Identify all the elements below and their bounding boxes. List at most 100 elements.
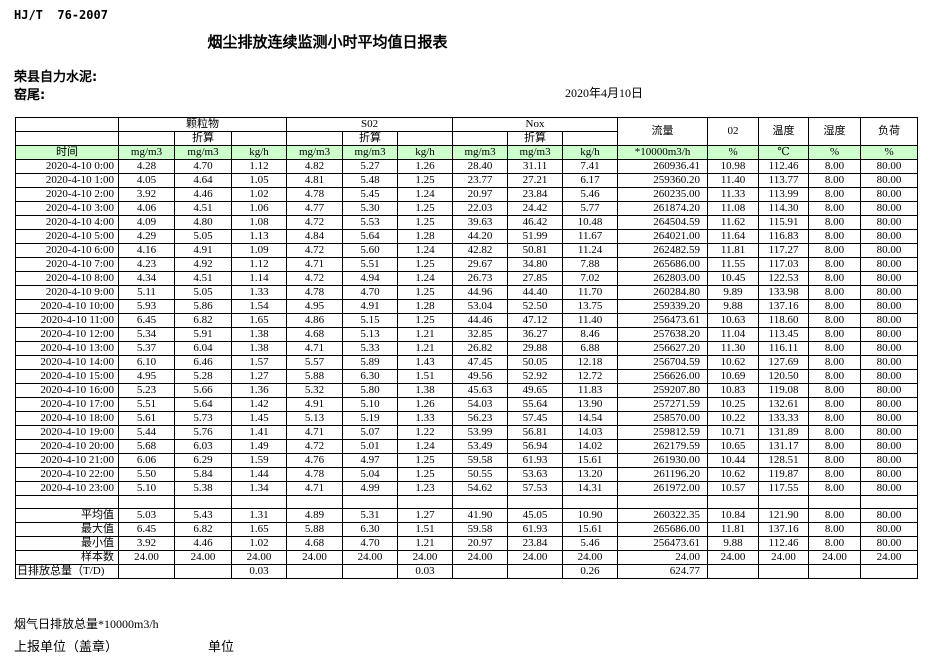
unit-cell: mg/m3 — [118, 145, 175, 160]
value-cell: 5.43 — [174, 508, 232, 523]
value-cell: 119.08 — [758, 383, 810, 398]
value-cell: 5.84 — [174, 467, 232, 482]
value-cell: 3.92 — [118, 536, 175, 551]
value-cell: 49.56 — [452, 369, 509, 384]
value-cell: 10.25 — [707, 397, 760, 412]
value-cell: 131.17 — [758, 439, 810, 454]
table-row: 2020-4-10 23:00 5.10 5.38 1.34 4.71 4.99 1.23 5… — [15, 481, 919, 496]
value-cell: 1.24 — [397, 271, 454, 286]
value-cell: 261930.00 — [617, 453, 709, 468]
page-title: 烟尘排放连续监测小时平均值日报表 — [207, 33, 448, 51]
time-cell: 2020-4-10 12:00 — [15, 327, 119, 342]
unit-label: 单位 — [208, 639, 235, 654]
value-cell: 5.05 — [174, 229, 232, 244]
value-cell: 0.03 — [397, 564, 454, 579]
unit-cell: % — [860, 145, 919, 160]
value-cell: 256627.20 — [617, 341, 709, 356]
o2-header: 02 — [707, 117, 760, 146]
value-cell: 8.00 — [808, 341, 862, 356]
unit-cell: mg/m3 — [507, 145, 564, 160]
value-cell: 24.00 — [758, 550, 810, 565]
value-cell: 10.44 — [707, 453, 760, 468]
value-cell: 265686.00 — [617, 522, 709, 537]
spacer-row — [15, 495, 919, 509]
value-cell: 8.00 — [808, 285, 862, 300]
value-cell: 8.00 — [808, 355, 862, 370]
value-cell: 3.92 — [118, 187, 175, 202]
unit-cell: kg/h — [562, 145, 619, 160]
value-cell: 1.43 — [397, 355, 454, 370]
value-cell: 1.13 — [230, 229, 288, 244]
empty-cell — [118, 131, 175, 146]
value-cell: 15.61 — [562, 453, 619, 468]
value-cell: 14.54 — [562, 411, 619, 426]
value-cell: 1.36 — [230, 383, 288, 398]
value-cell: 10.62 — [707, 467, 760, 482]
value-cell: 1.34 — [230, 481, 288, 496]
value-cell: 4.06 — [118, 201, 175, 216]
time-cell: 2020-4-10 20:00 — [15, 439, 119, 454]
value-cell: 12.18 — [562, 355, 619, 370]
humidity-header: 湿度 — [808, 117, 862, 146]
value-cell: 1.44 — [230, 467, 288, 482]
value-cell: 5.73 — [174, 411, 232, 426]
value-cell: 4.34 — [118, 271, 175, 286]
value-cell: 11.40 — [707, 173, 760, 188]
value-cell: 5.07 — [342, 425, 399, 440]
value-cell: 1.26 — [397, 159, 454, 174]
table-row: 2020-4-10 15:00 4.95 5.28 1.27 5.88 6.30 1.51 4… — [15, 369, 919, 384]
value-cell: 53.04 — [452, 299, 509, 314]
value-cell: 80.00 — [860, 397, 919, 412]
value-cell: 118.60 — [758, 313, 810, 328]
value-cell: 44.46 — [452, 313, 509, 328]
value-cell: 4.84 — [286, 229, 344, 244]
value-cell: 80.00 — [860, 285, 919, 300]
value-cell: 1.06 — [230, 201, 288, 216]
value-cell: 13.75 — [562, 299, 619, 314]
value-cell: 52.50 — [507, 299, 564, 314]
table-row: 2020-4-10 17:00 5.51 5.64 1.42 4.91 5.10 1.26 5… — [15, 397, 919, 412]
value-cell: 10.65 — [707, 439, 760, 454]
value-cell: 4.68 — [286, 536, 344, 551]
value-cell: 5.64 — [342, 229, 399, 244]
value-cell: 261874.20 — [617, 201, 709, 216]
value-cell: 26.73 — [452, 271, 509, 286]
value-cell: 4.95 — [286, 299, 344, 314]
value-cell: 11.81 — [707, 522, 760, 537]
value-cell: 1.65 — [230, 522, 288, 537]
value-cell: 1.12 — [230, 159, 288, 174]
value-cell: 1.14 — [230, 271, 288, 286]
empty-cell — [286, 131, 344, 146]
summary-row: 样本数 24.00 24.00 24.00 24.00 24.00 24.00 24.00 24… — [15, 550, 919, 565]
value-cell: 4.51 — [174, 271, 232, 286]
time-cell: 2020-4-10 15:00 — [15, 369, 119, 384]
time-cell: 2020-4-10 17:00 — [15, 397, 119, 412]
time-cell: 2020-4-10 21:00 — [15, 453, 119, 468]
company-name: 荣县自力水泥: — [14, 70, 98, 85]
value-cell: 47.45 — [452, 355, 509, 370]
value-cell: 1.54 — [230, 299, 288, 314]
value-cell: 80.00 — [860, 383, 919, 398]
value-cell: 1.28 — [397, 229, 454, 244]
value-cell: 24.00 — [808, 550, 862, 565]
zhesuan-so2: 折算 — [342, 131, 399, 146]
value-cell: 5.66 — [174, 383, 232, 398]
value-cell: 1.42 — [230, 397, 288, 412]
value-cell: 10.63 — [707, 313, 760, 328]
value-cell: 5.89 — [342, 355, 399, 370]
value-cell: 5.10 — [342, 397, 399, 412]
value-cell: 5.23 — [118, 383, 175, 398]
value-cell: 6.82 — [174, 313, 232, 328]
value-cell: 5.80 — [342, 383, 399, 398]
value-cell: 1.38 — [230, 341, 288, 356]
value-cell: 8.00 — [808, 299, 862, 314]
value-cell: 13.90 — [562, 397, 619, 412]
value-cell: 8.00 — [808, 397, 862, 412]
value-cell: 53.63 — [507, 467, 564, 482]
value-cell: 44.96 — [452, 285, 509, 300]
time-cell: 2020-4-10 6:00 — [15, 243, 119, 258]
value-cell: 24.00 — [230, 550, 288, 565]
value-cell: 45.05 — [507, 508, 564, 523]
value-cell: 47.12 — [507, 313, 564, 328]
